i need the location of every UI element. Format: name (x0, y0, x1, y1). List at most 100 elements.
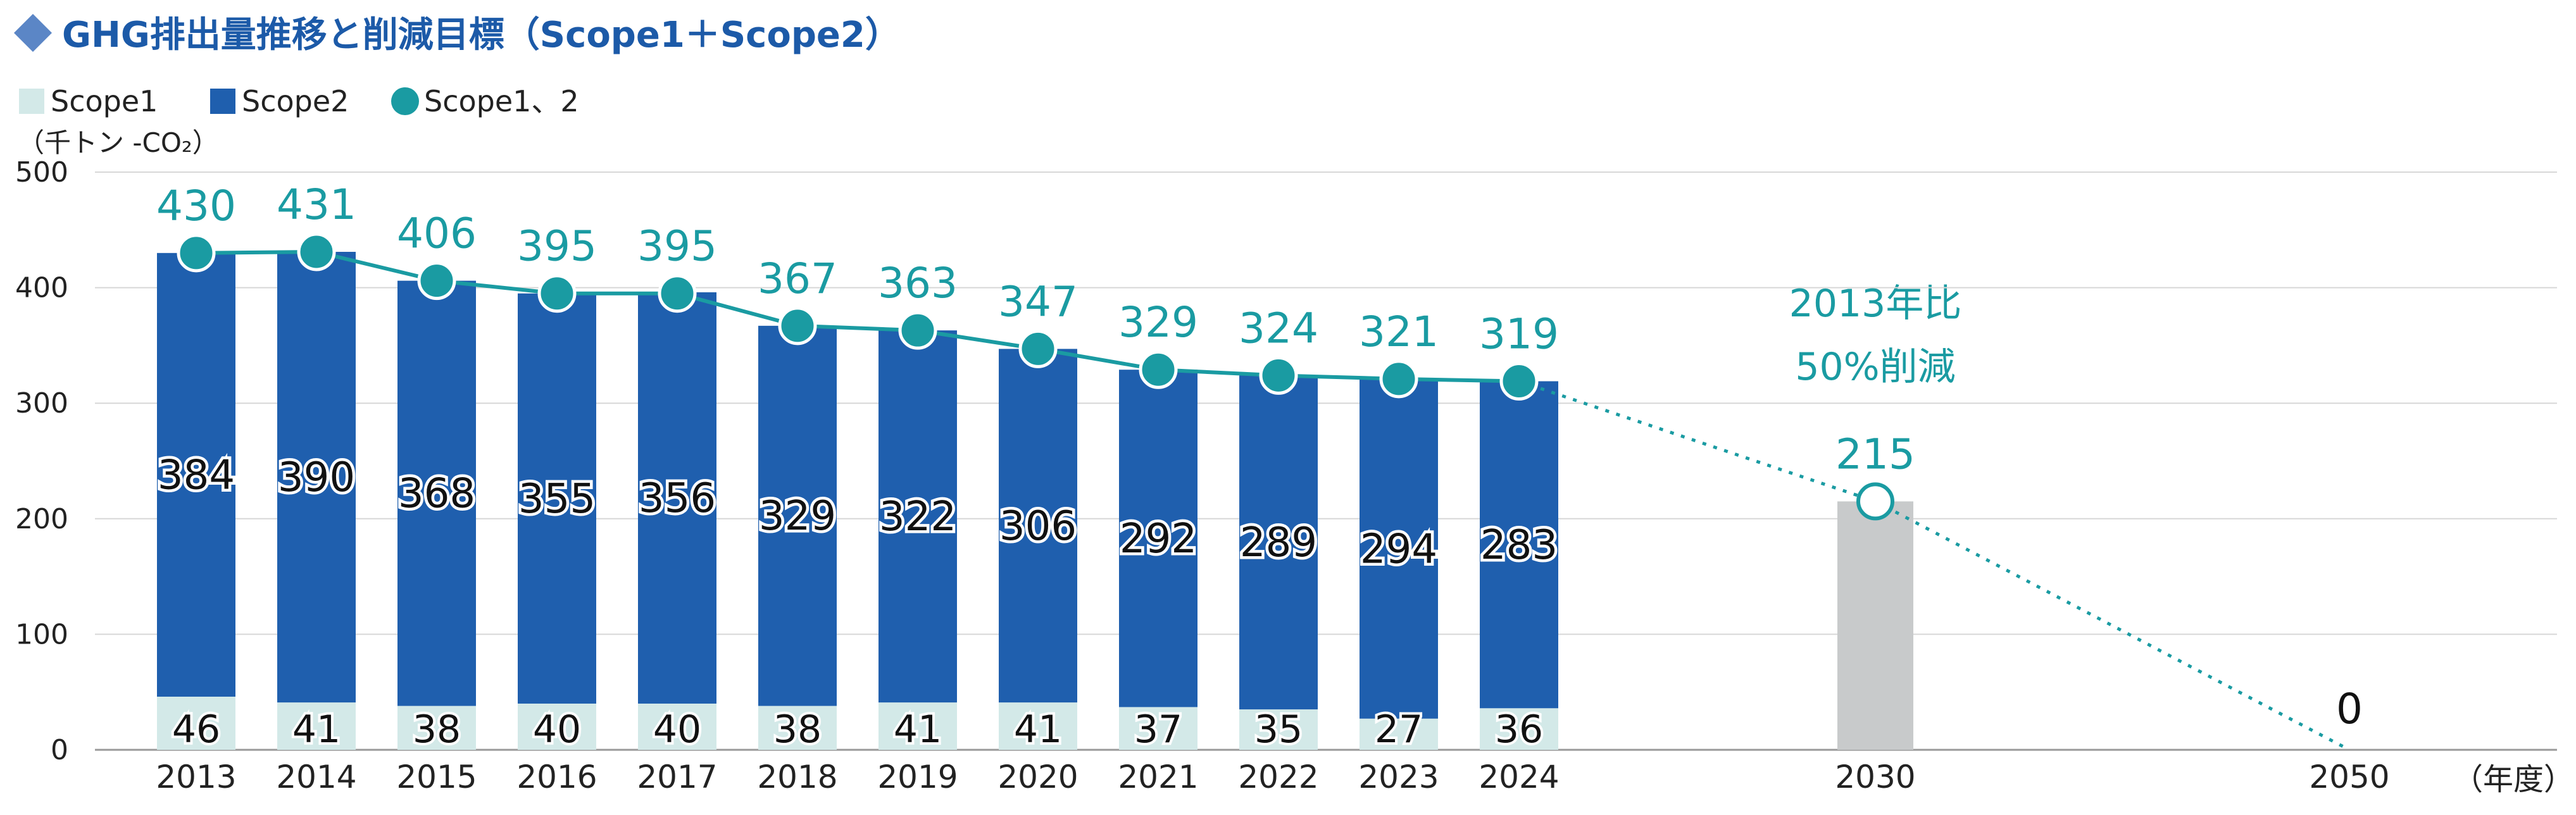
bar-scope2 (638, 292, 716, 704)
y-tick-label: 200 (15, 503, 68, 535)
x-tick-label: 2024 (1479, 759, 1559, 795)
x-tick-label: 2017 (637, 759, 717, 795)
x-tick-label: 2016 (516, 759, 597, 795)
scope1-value-label: 41 (292, 707, 341, 752)
bar-scope2 (878, 330, 957, 703)
total-value-label: 347 (998, 277, 1078, 326)
y-axis-unit: （千トン -CO₂） (18, 127, 219, 158)
y-tick-label: 400 (15, 272, 68, 304)
x-tick-label: 2015 (396, 759, 477, 795)
total-marker (297, 232, 336, 271)
scope2-value-label: 306 (999, 503, 1077, 550)
total-value-label: 321 (1359, 308, 1439, 356)
bar-scope1 (758, 706, 837, 750)
bar-scope1 (1360, 718, 1438, 750)
total-marker (1139, 350, 1178, 389)
bar-scope1 (1119, 707, 1197, 750)
scope1-value-label: 41 (894, 707, 942, 752)
x-tick-label: 2019 (877, 759, 958, 795)
target-annotation-line2: 50%削減 (1795, 345, 1955, 389)
total-marker (898, 311, 937, 350)
scope1-value-label: 38 (773, 707, 822, 752)
legend-label-scope1: Scope1 (51, 84, 158, 118)
total-value-label: 363 (878, 259, 958, 308)
x-axis-unit: （年度） (2453, 762, 2574, 797)
bar-scope2 (1360, 378, 1438, 719)
bar-scope1 (878, 702, 957, 750)
scope2-value-label: 329 (759, 493, 836, 540)
bar-scope1 (397, 706, 476, 750)
bar-scope2 (157, 252, 235, 697)
bar-scope2 (758, 325, 837, 706)
bar-scope1 (518, 703, 596, 750)
x-tick-label: 2020 (997, 759, 1078, 795)
scope2-value-label: 355 (518, 476, 596, 523)
total-line (196, 249, 1520, 383)
scope2-value-label: 390 (278, 454, 355, 501)
legend-marker-total (391, 87, 419, 115)
total-value-label: 329 (1118, 298, 1198, 347)
scope2-value-label: 283 (1480, 522, 1558, 569)
y-tick-label: 100 (15, 618, 68, 650)
scope1-value-label: 40 (533, 707, 581, 752)
scope1-value-label: 38 (413, 707, 461, 752)
total-marker (417, 261, 456, 301)
total-value-label: 395 (637, 222, 717, 271)
bar-scope2 (1480, 381, 1558, 709)
bar-scope2 (277, 251, 356, 703)
scope2-value-label: 322 (879, 494, 956, 540)
bar-scope2 (1239, 375, 1318, 710)
total-marker (1379, 359, 1418, 399)
x-tick-label: 2030 (1835, 759, 1915, 795)
x-tick-label: 2022 (1238, 759, 1318, 795)
target-annotation-line1: 2013年比 (1789, 282, 1962, 326)
x-tick-label: 2023 (1358, 759, 1439, 795)
scope2-value-label: 294 (1360, 526, 1437, 573)
legend-swatch-scope2 (210, 89, 235, 114)
scope1-value-label: 41 (1014, 707, 1062, 752)
total-value-label: 395 (517, 222, 597, 271)
legend-label-total: Scope1、2 (424, 84, 579, 118)
scope2-value-label: 356 (639, 475, 716, 522)
scope1-value-label: 46 (172, 707, 220, 752)
bar-scope2 (518, 293, 596, 704)
bar-scope1 (1239, 709, 1318, 750)
scope1-value-label: 27 (1375, 707, 1423, 752)
scope2-value-label: 289 (1240, 519, 1317, 566)
scope2-value-label: 384 (158, 452, 235, 499)
total-value-label: 319 (1479, 310, 1559, 359)
bar-target-2030 (1837, 501, 1913, 750)
total-value-label: 431 (277, 180, 356, 229)
bar-scope2 (1119, 370, 1197, 707)
bar-scope1 (277, 702, 356, 750)
x-tick-label: 2018 (757, 759, 837, 795)
bar-scope1 (157, 697, 235, 750)
x-tick-label: 2013 (156, 759, 236, 795)
total-marker (1499, 362, 1539, 401)
scope2-value-label: 368 (398, 471, 475, 518)
total-value-label: 324 (1239, 304, 1318, 352)
bar-scope1 (638, 703, 716, 750)
x-tick-label: 2050 (2309, 759, 2389, 795)
total-value-label: 406 (397, 209, 477, 258)
target-marker-2030 (1856, 482, 1894, 521)
bar-scope2 (397, 280, 476, 706)
y-tick-label: 0 (51, 734, 68, 766)
total-marker (1259, 356, 1298, 395)
scope1-value-label: 40 (653, 707, 701, 752)
total-marker (658, 274, 697, 313)
bar-scope1 (1480, 708, 1558, 750)
scope1-value-label: 35 (1254, 707, 1303, 752)
scope1-value-label: 36 (1495, 707, 1543, 752)
scope1-value-label: 37 (1134, 707, 1182, 752)
chart-title: GHG排出量推移と削減目標（Scope1＋Scope2） (62, 15, 901, 56)
total-value-label: 367 (758, 254, 837, 303)
total-marker (778, 306, 817, 345)
legend-label-scope2: Scope2 (242, 84, 349, 118)
bar-scope2 (999, 349, 1077, 703)
target-value-label: 0 (2336, 685, 2363, 733)
y-tick-label: 500 (15, 156, 68, 189)
x-tick-label: 2021 (1118, 759, 1198, 795)
total-marker (537, 274, 577, 313)
